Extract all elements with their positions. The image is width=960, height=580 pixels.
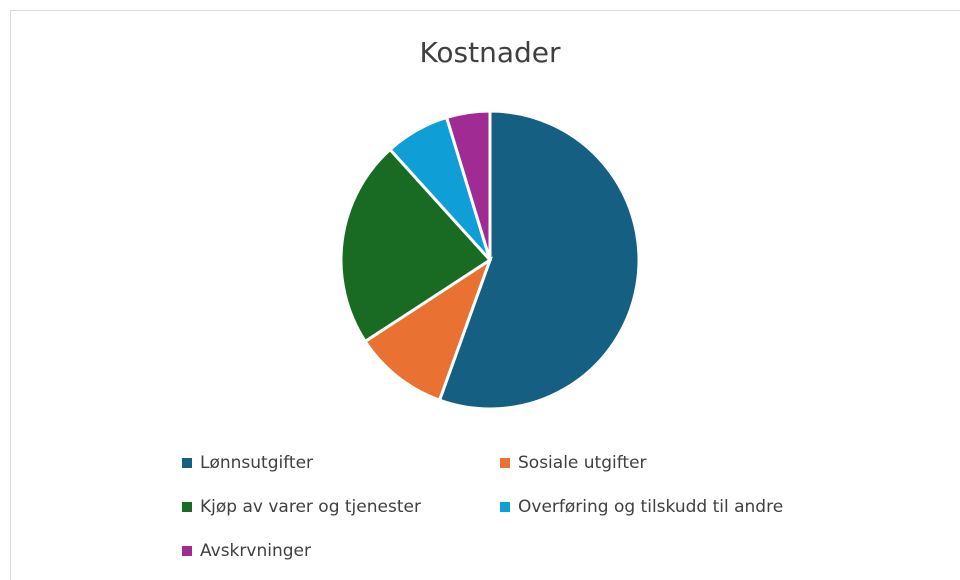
legend-label: Avskrvninger: [200, 541, 311, 561]
legend-swatch: [182, 458, 192, 468]
legend-label: Overføring og tilskudd til andre: [518, 497, 783, 517]
legend-swatch: [182, 546, 192, 556]
chart-title: Kostnader: [419, 36, 561, 69]
legend-swatch: [500, 502, 510, 512]
legend-label: Sosiale utgifter: [518, 453, 647, 473]
pie-slice: [339, 147, 493, 344]
legend-label: Kjøp av varer og tjenester: [200, 497, 421, 517]
legend-swatch: [182, 502, 192, 512]
pie-slice: [437, 109, 641, 411]
pie-slice: [363, 256, 493, 403]
legend-swatch: [500, 458, 510, 468]
pie-slice: [444, 109, 492, 261]
legend-label: Lønnsutgifter: [200, 453, 313, 473]
